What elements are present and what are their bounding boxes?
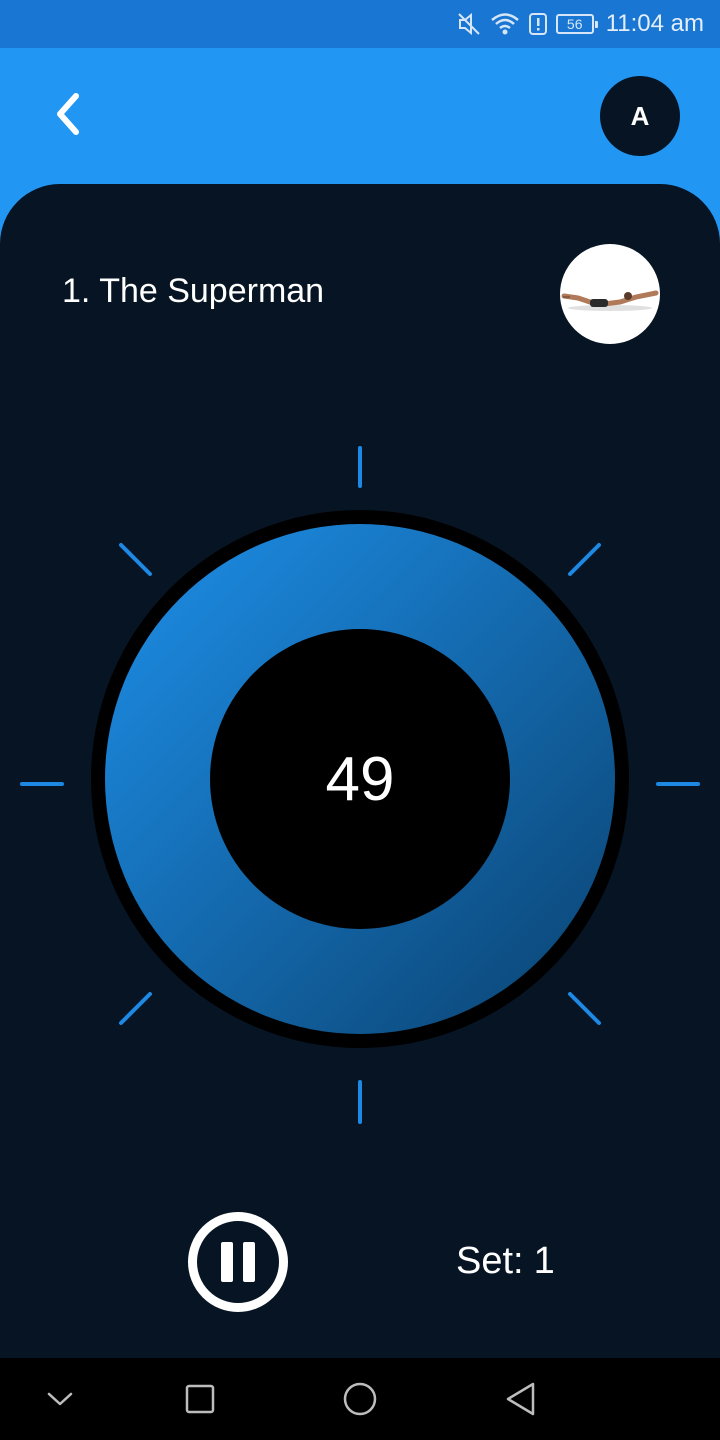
nav-home-button[interactable] — [340, 1379, 380, 1419]
circle-icon — [343, 1382, 377, 1416]
avatar[interactable]: A — [600, 76, 680, 156]
chevron-left-icon — [52, 92, 84, 141]
tick-marks — [20, 446, 700, 1124]
battery-icon: 56 — [555, 14, 598, 34]
pause-icon — [221, 1242, 233, 1282]
pause-button[interactable] — [188, 1212, 288, 1312]
square-icon — [185, 1384, 215, 1414]
nav-collapse-button[interactable] — [40, 1379, 80, 1419]
chevron-down-icon — [47, 1392, 73, 1406]
wifi-icon — [490, 11, 520, 37]
set-label: Set: — [456, 1240, 524, 1282]
set-value: 1 — [533, 1240, 555, 1282]
set-counter: Set: 1 — [456, 1240, 555, 1283]
alert-icon — [528, 11, 548, 37]
exercise-thumbnail[interactable] — [560, 244, 660, 344]
countdown-value: 49 — [325, 744, 395, 814]
exercise-title: 1. The Superman — [62, 272, 325, 310]
system-nav-bar — [0, 1358, 720, 1440]
superman-exercise-image — [561, 290, 659, 311]
pause-icon-bar — [243, 1242, 255, 1282]
nav-back-button[interactable] — [500, 1379, 540, 1419]
triangle-back-icon — [506, 1382, 535, 1416]
timer-dial — [20, 446, 700, 1124]
mute-icon — [456, 11, 482, 37]
app-bar: A — [0, 48, 720, 188]
timer-inner-circle — [210, 629, 510, 929]
back-button[interactable] — [40, 88, 96, 144]
nav-recents-button[interactable] — [180, 1379, 220, 1419]
status-time: 11:04 am — [605, 10, 704, 37]
status-bar: 56 11:04 am — [0, 0, 720, 48]
main-panel: 1. The Superman — [0, 184, 720, 1358]
